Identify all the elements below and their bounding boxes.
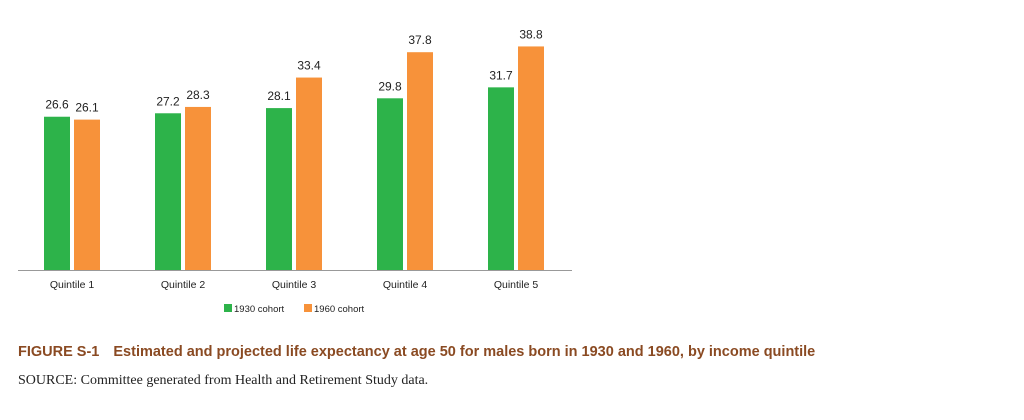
figure-caption-text: Estimated and projected life expectancy … <box>113 344 816 360</box>
bar-series2-5 <box>518 46 544 270</box>
x-tick-labels-group: Quintile 1 Quintile 2 Quintile 3 Quintile 4… <box>50 279 539 291</box>
bar-series1-1 <box>44 116 70 270</box>
value-label: 31.7 <box>489 68 513 82</box>
value-label: 28.1 <box>267 89 291 103</box>
value-label: 27.2 <box>156 94 180 108</box>
legend-swatch <box>224 304 232 312</box>
x-tick-label: Quintile 2 <box>161 279 206 291</box>
bars-group <box>44 46 544 271</box>
value-label: 37.8 <box>408 33 432 47</box>
source-note: SOURCE: Committee generated from Health … <box>18 373 429 388</box>
legend-label: 1930 cohort <box>234 304 285 315</box>
value-label: 33.4 <box>297 59 321 73</box>
legend-swatch <box>304 304 312 312</box>
bar-series1-3 <box>266 108 292 270</box>
value-label: 38.8 <box>519 27 543 41</box>
bar-series1-2 <box>155 113 181 271</box>
bar-series2-2 <box>185 106 211 270</box>
legend: 1930 cohort 1960 cohort <box>224 304 365 315</box>
value-label: 26.1 <box>75 101 99 115</box>
x-tick-label: Quintile 3 <box>272 279 317 291</box>
bar-series1-4 <box>377 98 403 271</box>
bar-series2-1 <box>74 119 100 270</box>
bar-series1-5 <box>488 87 514 270</box>
value-label: 26.6 <box>45 98 69 112</box>
x-tick-label: Quintile 5 <box>494 279 539 291</box>
legend-label: 1960 cohort <box>314 304 365 315</box>
figure-number: FIGURE S-1 <box>18 344 100 360</box>
x-tick-label: Quintile 1 <box>50 279 95 291</box>
bar-series2-4 <box>407 52 433 271</box>
value-label: 29.8 <box>378 79 402 93</box>
value-label: 28.3 <box>186 88 210 102</box>
value-labels-group: 26.6 26.1 27.2 28.3 28.1 33.4 29.8 37.8 31.7 38.8 <box>45 27 543 114</box>
bar-chart: 26.6 26.1 27.2 28.3 28.1 33.4 29.8 37.8 31.7 38.8… <box>18 27 572 315</box>
figure-caption: FIGURE S-1 Estimated and projected life e… <box>18 344 815 360</box>
x-tick-label: Quintile 4 <box>383 279 428 291</box>
bar-series2-3 <box>296 77 322 270</box>
